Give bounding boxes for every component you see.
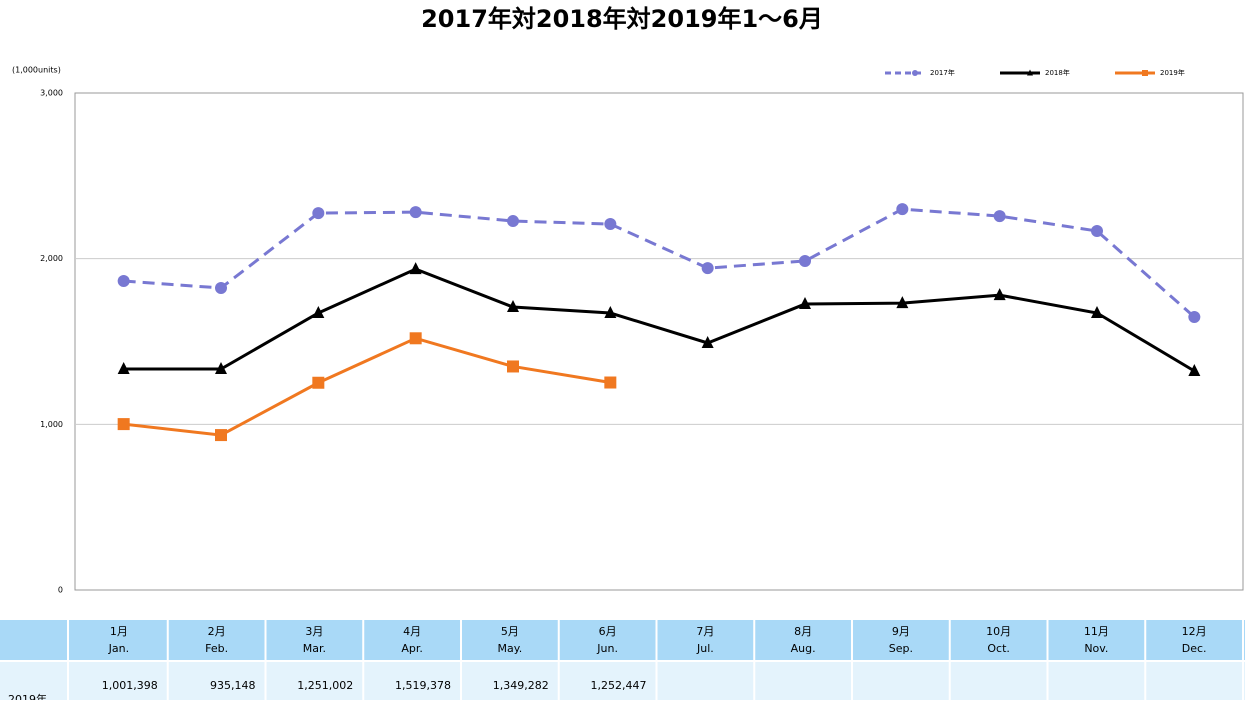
month-label: 3月	[305, 625, 323, 638]
point	[993, 210, 1006, 223]
series-line	[123, 336, 611, 437]
month-label-en: Dec.	[1182, 642, 1207, 655]
month-label-en: Oct.	[987, 642, 1010, 655]
point	[604, 306, 617, 319]
table-cell: 1,519,378	[395, 679, 451, 692]
table-cell: 1,001,398	[102, 679, 158, 692]
point	[312, 207, 325, 220]
table-cell: 935,148	[210, 679, 256, 692]
month-label: 12月	[1182, 625, 1207, 638]
point	[312, 376, 325, 389]
point	[896, 203, 909, 216]
month-label-en: Jun.	[596, 642, 618, 655]
point	[312, 306, 325, 319]
table-header-bg	[0, 620, 1245, 660]
series-line	[123, 207, 1196, 319]
point	[409, 332, 422, 345]
point	[507, 215, 519, 228]
point	[1188, 310, 1201, 323]
point	[604, 376, 617, 389]
legend-marker	[1027, 69, 1033, 76]
month-label-en: Sep.	[889, 642, 913, 655]
month-label-en: Nov.	[1084, 642, 1108, 655]
legend-marker	[912, 70, 918, 76]
month-label-en: Mar.	[303, 642, 326, 655]
legend-label: 2019年	[1160, 68, 1185, 77]
legend-marker	[1142, 70, 1148, 76]
y-tick-label: 2,000	[40, 254, 63, 263]
month-label-en: Jan.	[108, 642, 129, 655]
month-label-en: Jul.	[696, 642, 714, 655]
month-label: 2月	[208, 625, 226, 638]
month-label-en: Feb.	[205, 642, 228, 655]
point	[993, 288, 1006, 301]
point	[117, 275, 130, 288]
month-label: 10月	[986, 625, 1011, 638]
month-label: 9月	[892, 625, 910, 638]
month-label: 8月	[794, 625, 812, 638]
y-unit-label: (1,000units)	[12, 66, 61, 75]
point	[215, 429, 227, 442]
table-row-bg	[0, 662, 1245, 702]
point	[409, 262, 422, 275]
table-cell: 1,349,282	[493, 679, 549, 692]
point	[215, 362, 227, 375]
point	[701, 335, 714, 348]
table-cell: 1,252,447	[591, 679, 647, 692]
month-label-en: Apr.	[401, 642, 423, 655]
point	[799, 254, 811, 267]
month-label: 1月	[110, 625, 128, 638]
month-label: 7月	[696, 625, 714, 638]
month-label-en: May.	[498, 642, 523, 655]
plot-border	[74, 92, 1244, 591]
point	[799, 297, 811, 310]
table-cell: 1,251,002	[297, 679, 353, 692]
point	[117, 362, 130, 375]
legend-label: 2018年	[1045, 68, 1070, 77]
point	[117, 418, 130, 431]
point	[896, 296, 909, 309]
point	[507, 360, 519, 373]
point	[1091, 306, 1103, 319]
point	[409, 206, 422, 219]
y-tick-label: 0	[58, 586, 63, 595]
chart-title: 2017年対2018年対2019年1～6月	[421, 5, 823, 33]
point	[215, 281, 227, 294]
month-label: 6月	[599, 625, 617, 638]
y-tick-label: 1,000	[40, 420, 63, 429]
legend-label: 2017年	[930, 68, 955, 77]
y-tick-label: 3,000	[40, 89, 63, 98]
point	[604, 218, 617, 231]
point	[1188, 363, 1201, 376]
month-label: 11月	[1084, 625, 1109, 638]
series-line	[123, 267, 1196, 373]
row-label: 2019年	[8, 692, 47, 700]
month-label: 5月	[501, 625, 519, 638]
month-label-en: Aug.	[791, 642, 816, 655]
point	[507, 300, 519, 313]
month-label: 4月	[403, 625, 421, 638]
point	[1091, 225, 1103, 238]
point	[701, 262, 714, 275]
